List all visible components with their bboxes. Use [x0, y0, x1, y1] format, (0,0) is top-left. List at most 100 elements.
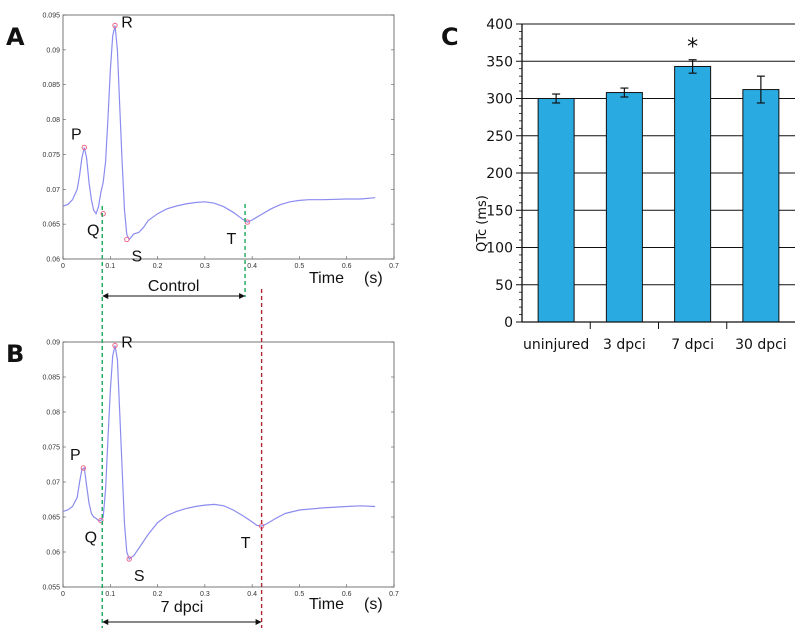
y-tick-label: 0.065	[42, 222, 60, 229]
x-tick-label: 0.4	[247, 263, 257, 270]
qtc-bar-chart: 0 50 100 150 200 250 300 350 400 uninjured 3 dpci…	[475, 17, 795, 353]
y-tick-labels: 0.06 0.065 0.07 0.075 0.08 0.085 0.09 0.095	[42, 13, 394, 264]
bar	[537, 98, 575, 323]
y-tick-label: 0.065	[42, 515, 60, 522]
y-tick-label: 250	[486, 129, 513, 145]
y-tick-label: 0.095	[42, 13, 60, 20]
y-tick-label: 0.055	[42, 585, 60, 592]
x-tick-label: 0	[61, 591, 65, 598]
interval-arrow-control-head-left	[102, 293, 109, 299]
category-label: 3 dpci	[603, 337, 646, 353]
wave-marker-q	[100, 210, 106, 217]
y-tick-label: 400	[486, 17, 513, 33]
x-tick-label: 0.5	[295, 263, 305, 270]
y-tick-label: 0.075	[42, 445, 60, 452]
wave-label-r: R	[121, 335, 133, 352]
y-tick-label: 300	[486, 92, 513, 108]
wave-labels: P Q R S T	[70, 335, 251, 586]
y-tick-label: 0.07	[46, 187, 60, 194]
wave-label-p: P	[71, 126, 82, 143]
panel-letter-b: B	[6, 340, 24, 368]
ecg-plot-7dpci: 0 0.1 0.2 0.3 0.4 0.5 0.6 0.7 0.0550.060.0650.0…	[42, 335, 399, 614]
y-tick-label: 0	[504, 315, 513, 331]
y-tick-label: 0.085	[42, 82, 60, 89]
y-axis-title: QTc (ms)	[475, 195, 490, 252]
interval-label-7dpci: 7 dpci	[161, 599, 204, 616]
wave-marker-r	[112, 22, 118, 29]
y-tick-label: 350	[486, 54, 513, 70]
interval-arrow-control-head-right	[239, 293, 246, 299]
wave-label-q: Q	[85, 530, 97, 547]
wave-label-t: T	[227, 231, 237, 248]
x-tick-label: 0.3	[200, 263, 210, 270]
x-axis-unit: (s)	[364, 596, 383, 613]
wave-label-p: P	[70, 447, 81, 464]
y-tick-label: 0.07	[46, 480, 60, 487]
bar	[674, 65, 712, 323]
wave-label-r: R	[121, 14, 133, 31]
x-tick-label: 0.6	[342, 591, 352, 598]
x-tick-label: 0.7	[389, 263, 399, 270]
x-axis-title: Time	[309, 596, 344, 613]
wave-marker-p	[80, 465, 87, 471]
bar	[742, 89, 780, 323]
x-tick-label: 0.1	[105, 591, 115, 598]
plot-frame	[62, 341, 395, 588]
significance-markers: *	[687, 35, 698, 60]
wave-marker-q	[98, 517, 104, 524]
significance-star: *	[687, 35, 698, 60]
panel-letter-c: C	[441, 23, 459, 51]
bar	[605, 92, 643, 323]
y-tick-label: 50	[495, 278, 513, 294]
panel-letter-a: A	[6, 23, 25, 51]
wave-marker-s	[126, 556, 132, 562]
ecg-trace	[62, 345, 376, 560]
category-label: 30 dpci	[735, 337, 787, 353]
x-tick-label: 0.1	[105, 263, 115, 270]
wave-label-s: S	[134, 568, 145, 585]
x-tick-label: 0.5	[295, 591, 305, 598]
x-tick-label: 0.3	[200, 591, 210, 598]
wave-markers	[81, 22, 251, 243]
ecg-plot-control: 0 0.1 0.2 0.3 0.4 0.5 0.6 0.7 0.06 0.065 0.07 0.07…	[42, 13, 399, 288]
interval-label-control: Control	[148, 278, 200, 295]
y-tick-labels: 0 50 100 150 200 250 300 350 400	[486, 17, 522, 331]
wave-marker-r	[112, 342, 118, 349]
error-bars	[552, 59, 765, 104]
y-tick-label: 150	[486, 203, 513, 219]
y-tick-label: 100	[486, 241, 513, 257]
interval-arrow-7dpci-head-right	[255, 619, 262, 625]
bars	[537, 65, 780, 323]
y-tick-labels: 0.055 0.06 0.065 0.07 0.075 0.08 0.085 0.09	[42, 340, 394, 592]
y-tick-label: 0.075	[42, 152, 60, 159]
x-axis-title: Time	[309, 270, 344, 287]
x-tick-labels: 0 0.1 0.2 0.3 0.4 0.5 0.6 0.7	[61, 584, 399, 598]
y-tick-label: 0.09	[46, 340, 60, 347]
wave-marker-s	[124, 236, 130, 243]
y-tick-label: 0.085	[42, 375, 60, 382]
wave-marker-t	[244, 219, 251, 225]
x-tick-label: 0.4	[247, 591, 257, 598]
wave-label-q: Q	[87, 223, 99, 240]
interval-arrow-7dpci-head-left	[102, 619, 109, 625]
wave-label-s: S	[131, 248, 142, 265]
x-tick-label: 0.6	[342, 263, 352, 270]
ecg-trace	[62, 25, 376, 241]
category-label: 7 dpci	[671, 337, 714, 353]
wave-labels: P Q R S T	[71, 14, 237, 265]
qt-interval-guides: Control 7 dpci	[101, 204, 263, 628]
x-axis-unit: (s)	[364, 270, 383, 287]
x-tick-label: 0	[61, 263, 65, 270]
y-tick-label: 200	[486, 166, 513, 182]
y-tick-label: 0.09	[46, 47, 60, 54]
wave-marker-p	[81, 144, 87, 151]
wave-label-t: T	[241, 535, 251, 552]
y-tick-label: 0.06	[46, 257, 60, 264]
y-tick-label: 0.06	[46, 550, 60, 557]
x-tick-labels: 0 0.1 0.2 0.3 0.4 0.5 0.6 0.7	[61, 256, 399, 270]
category-labels: uninjured 3 dpci 7 dpci 30 dpci	[523, 322, 787, 353]
plot-frame	[62, 14, 395, 260]
y-tick-label: 0.08	[46, 410, 60, 417]
x-tick-label: 0.7	[389, 591, 399, 598]
